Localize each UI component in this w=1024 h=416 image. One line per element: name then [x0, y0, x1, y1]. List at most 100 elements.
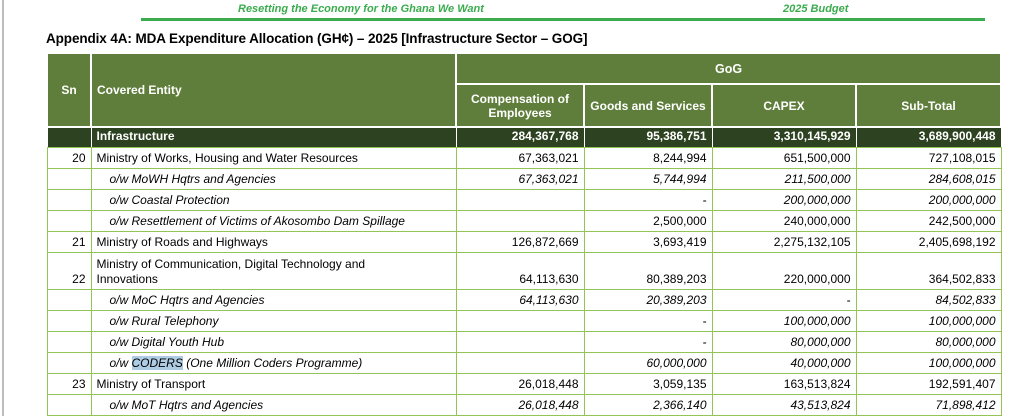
sn-cell: 22	[46, 252, 92, 290]
subitem-row: o/w MoWH Hqtrs and Agencies 67,363,021 5,7…	[46, 168, 1002, 190]
compensation-cell	[455, 352, 585, 374]
subtotal-cell: 284,608,015	[855, 168, 1002, 190]
compensation-cell	[455, 331, 585, 353]
compensation-cell: 26,018,448	[455, 373, 585, 395]
sn-cell	[46, 310, 92, 332]
sn-cell	[46, 168, 92, 190]
header-rule	[141, 18, 985, 21]
column-header-compensation: Compensation of Employees	[455, 83, 585, 128]
sn-cell	[46, 126, 92, 148]
sn-cell: 21	[46, 231, 92, 253]
subtotal-cell: 2,405,698,192	[855, 231, 1002, 253]
ministry-row: 22 Ministry of Communication, Digital Tec…	[46, 252, 1002, 290]
capex-cell: 211,500,000	[711, 168, 857, 190]
capex-cell: 200,000,000	[711, 189, 857, 211]
subitem-row: o/w Resettlement of Victims of Akosombo …	[46, 210, 1002, 232]
sector-total-row: Infrastructure 284,367,768 95,386,751 3,310…	[46, 126, 1002, 148]
column-header-goods-services: Goods and Services	[583, 83, 713, 128]
compensation-cell: 126,872,669	[455, 231, 585, 253]
entity-cell: Infrastructure	[90, 126, 457, 148]
column-header-capex: CAPEX	[711, 83, 857, 128]
compensation-cell: 67,363,021	[455, 168, 585, 190]
subtotal-cell: 242,500,000	[855, 210, 1002, 232]
sn-cell	[46, 331, 92, 353]
subtotal-cell: 71,898,412	[855, 394, 1002, 416]
entity-cell: o/w Coastal Protection	[90, 189, 457, 211]
capex-cell: 2,275,132,105	[711, 231, 857, 253]
ministry-row: 20 Ministry of Works, Housing and Water R…	[46, 147, 1002, 169]
appendix-title: Appendix 4A: MDA Expenditure Allocation …	[46, 31, 588, 46]
entity-cell: o/w CODERS (One Million Coders Programme…	[90, 352, 457, 374]
entity-cell: o/w MoT Hqtrs and Agencies	[90, 394, 457, 416]
subitem-row: o/w Coastal Protection -200,000,000 200,00…	[46, 189, 1002, 211]
table-body: Infrastructure 284,367,768 95,386,751 3,310…	[46, 126, 1002, 416]
compensation-cell	[455, 210, 585, 232]
subitem-row: o/w Digital Youth Hub -80,000,000 80,000,0…	[46, 331, 1002, 353]
compensation-cell: 64,113,630	[455, 289, 585, 311]
highlighted-text: CODERS	[131, 356, 183, 370]
column-header-row: Compensation of Employees Goods and Serv…	[47, 83, 1003, 128]
goods-services-cell: 2,366,140	[583, 394, 713, 416]
entity-text: (One Million Coders Programme)	[182, 356, 363, 370]
subtotal-cell: 84,502,833	[855, 289, 1002, 311]
compensation-cell	[455, 189, 585, 211]
entity-text: o/w	[109, 356, 132, 370]
goods-services-cell: -	[583, 331, 713, 353]
compensation-cell: 67,363,021	[455, 147, 585, 169]
sn-cell	[46, 352, 92, 374]
compensation-cell: 26,018,448	[455, 394, 585, 416]
subtotal-cell: 192,591,407	[855, 373, 1002, 395]
entity-cell: o/w Digital Youth Hub	[90, 331, 457, 353]
capex-cell: 240,000,000	[711, 210, 857, 232]
entity-cell: Ministry of Roads and Highways	[90, 231, 457, 253]
subtotal-cell: 200,000,000	[855, 189, 1002, 211]
sn-cell	[46, 394, 92, 416]
group-header-gog: GoG	[454, 52, 1003, 85]
goods-services-cell: 3,059,135	[583, 373, 713, 395]
capex-cell: 40,000,000	[711, 352, 857, 374]
goods-services-cell: 95,386,751	[583, 126, 713, 148]
goods-services-cell: -	[583, 189, 713, 211]
sn-cell: 23	[46, 373, 92, 395]
column-header-sn: Sn	[46, 52, 92, 128]
subitem-row: o/w MoT Hqtrs and Agencies 26,018,448 2,36…	[46, 394, 1002, 416]
capex-cell: 80,000,000	[711, 331, 857, 353]
entity-cell: o/w MoC Hqtrs and Agencies	[90, 289, 457, 311]
goods-services-cell: 5,744,994	[583, 168, 713, 190]
capex-cell: 163,513,824	[711, 373, 857, 395]
sn-cell	[46, 289, 92, 311]
column-header-subtotal: Sub-Total	[854, 83, 1003, 128]
compensation-cell: 64,113,630	[455, 252, 585, 290]
table-header: Sn Covered Entity GoG Compensation of Em…	[46, 52, 1003, 128]
compensation-cell	[455, 310, 585, 332]
entity-cell: Ministry of Transport	[90, 373, 457, 395]
goods-services-cell: 2,500,000	[583, 210, 713, 232]
capex-cell: 220,000,000	[711, 252, 857, 290]
subtotal-cell: 364,502,833	[855, 252, 1002, 290]
goods-services-cell: 8,244,994	[583, 147, 713, 169]
entity-cell: o/w MoWH Hqtrs and Agencies	[90, 168, 457, 190]
capex-cell: 100,000,000	[711, 310, 857, 332]
goods-services-cell: 80,389,203	[583, 252, 713, 290]
ministry-row: 23 Ministry of Transport 26,018,448 3,059,1…	[46, 373, 1002, 395]
goods-services-cell: 60,000,000	[583, 352, 713, 374]
compensation-cell: 284,367,768	[455, 126, 585, 148]
subitem-row: o/w Rural Telephony -100,000,000 100,000,0…	[46, 310, 1002, 332]
capex-cell: 43,513,824	[711, 394, 857, 416]
subtotal-cell: 80,000,000	[855, 331, 1002, 353]
group-header-row: Sn Covered Entity GoG	[46, 52, 1003, 128]
entity-cell: o/w Rural Telephony	[90, 310, 457, 332]
expenditure-table: Sn Covered Entity GoG Compensation of Em…	[46, 52, 1003, 416]
edition-label: 2025 Budget	[783, 3, 849, 15]
goods-services-cell: 20,389,203	[583, 289, 713, 311]
capex-cell: 651,500,000	[711, 147, 857, 169]
subitem-row: o/w MoC Hqtrs and Agencies 64,113,630 20,3…	[46, 289, 1002, 311]
page-edge-artifact	[2, 0, 4, 416]
entity-cell: Ministry of Works, Housing and Water Res…	[90, 147, 457, 169]
ministry-row: 21 Ministry of Roads and Highways 126,872,…	[46, 231, 1002, 253]
subitem-row: o/w CODERS (One Million Coders Programme…	[46, 352, 1002, 374]
sn-cell: 20	[46, 147, 92, 169]
running-header: Resetting the Economy for the Ghana We W…	[238, 3, 484, 15]
goods-services-cell: -	[583, 310, 713, 332]
